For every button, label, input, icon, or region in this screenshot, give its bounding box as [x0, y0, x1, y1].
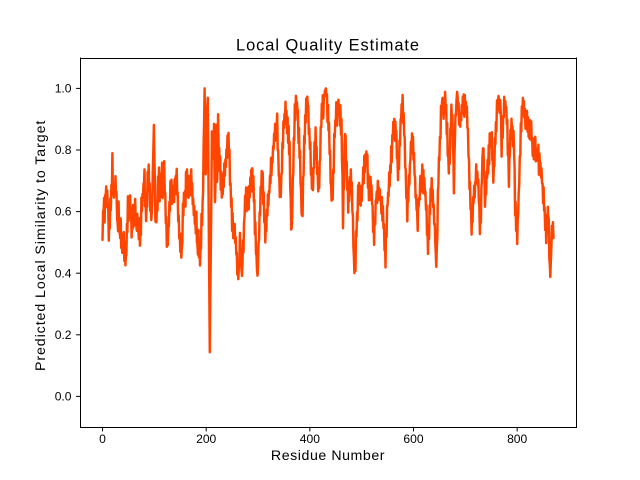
- svg-text:Local Quality Estimate: Local Quality Estimate: [236, 36, 420, 54]
- svg-text:0.4: 0.4: [55, 266, 72, 280]
- svg-text:0.8: 0.8: [55, 143, 72, 157]
- svg-text:400: 400: [300, 432, 320, 446]
- svg-text:0.2: 0.2: [55, 328, 72, 342]
- svg-text:600: 600: [403, 432, 423, 446]
- svg-text:Predicted Local Similarity to: Predicted Local Similarity to Target: [33, 120, 49, 371]
- svg-text:200: 200: [196, 432, 216, 446]
- svg-text:0.0: 0.0: [55, 390, 72, 404]
- svg-text:0.6: 0.6: [55, 205, 72, 219]
- svg-text:800: 800: [507, 432, 527, 446]
- svg-text:Residue Number: Residue Number: [271, 448, 385, 464]
- svg-text:0: 0: [99, 432, 106, 446]
- svg-text:1.0: 1.0: [55, 82, 72, 96]
